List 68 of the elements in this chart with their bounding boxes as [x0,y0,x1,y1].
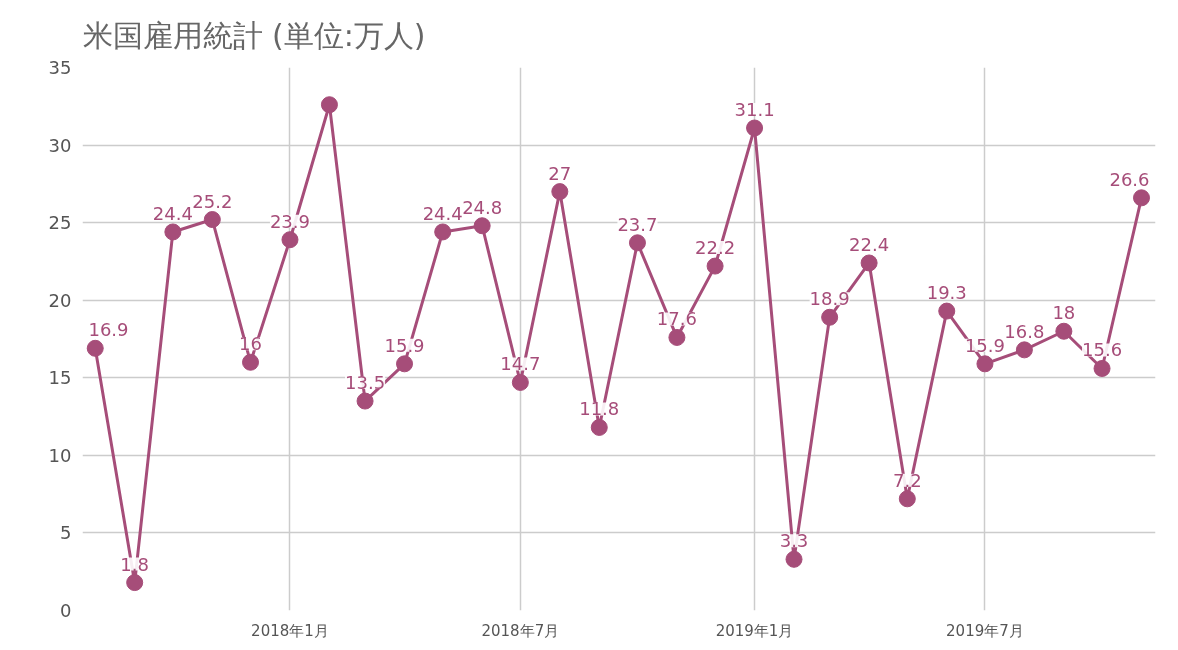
point [785,550,803,568]
y-tick-label: 10 [48,444,72,466]
x-tick-label: 2019年1月 [715,621,794,640]
data-label: 11.8 [579,398,620,420]
chart-title: 米国雇用統計 (単位:万人) [82,17,426,53]
data-label: 16.8 [1004,320,1045,342]
point [396,355,414,373]
point [551,183,569,201]
point [706,257,724,275]
point [356,392,374,410]
point [898,490,916,508]
point [746,119,764,137]
x-tick-label: 2018年1月 [251,621,329,640]
data-label: 15.9 [964,334,1005,356]
data-label: 24.4 [422,202,463,224]
data-label: 15.9 [384,334,425,356]
data-label: 24.4 [152,202,193,224]
data-label: 15.6 [1082,339,1123,361]
data-label: 25.2 [192,190,233,212]
x-tick-label: 2018年7月 [481,621,560,640]
data-label: 17.6 [656,308,697,330]
point [590,418,608,436]
y-tick-label: 30 [48,134,72,156]
data-label: 1.8 [120,553,150,575]
data-label: 19.3 [926,282,967,304]
point [434,223,452,241]
y-tick-label: 20 [48,289,72,311]
point [628,234,646,252]
data-label: 16.9 [88,319,129,341]
y-tick-label: 15 [48,367,72,389]
point [1055,322,1073,340]
y-tick-label: 25 [48,212,72,234]
y-tick-label: 0 [60,600,72,621]
point [511,373,529,391]
data-label: 14.7 [500,353,541,375]
point [126,574,144,592]
data-label: 13.5 [345,372,386,394]
data-label: 31.1 [734,99,775,121]
point [1133,189,1150,207]
point [860,254,878,272]
point [473,217,491,235]
point [1093,359,1111,377]
point [976,355,994,373]
point [164,223,182,241]
point [668,328,686,346]
point [86,339,104,357]
data-label: 18.9 [809,288,850,310]
x-tick-label: 2019年7月 [946,621,1024,640]
data-label: 27 [548,162,572,184]
point [242,353,260,371]
data-label: 22.2 [695,237,736,259]
point [938,302,956,320]
point [1015,341,1033,359]
data-label: 26.6 [1109,168,1150,190]
data-label: 23.7 [617,213,658,235]
data-label: 24.8 [462,196,503,218]
point [320,96,338,114]
point [281,231,299,249]
point [203,211,221,229]
data-label: 3.3 [779,530,809,552]
data-label: 7.2 [892,469,922,491]
y-tick-label: 5 [60,522,72,544]
data-label: 16 [239,333,262,355]
point [821,308,839,326]
data-label: 23.9 [269,210,311,232]
data-label: 18 [1052,302,1076,324]
y-tick-label: 35 [48,57,72,78]
data-label: 22.4 [849,233,890,255]
